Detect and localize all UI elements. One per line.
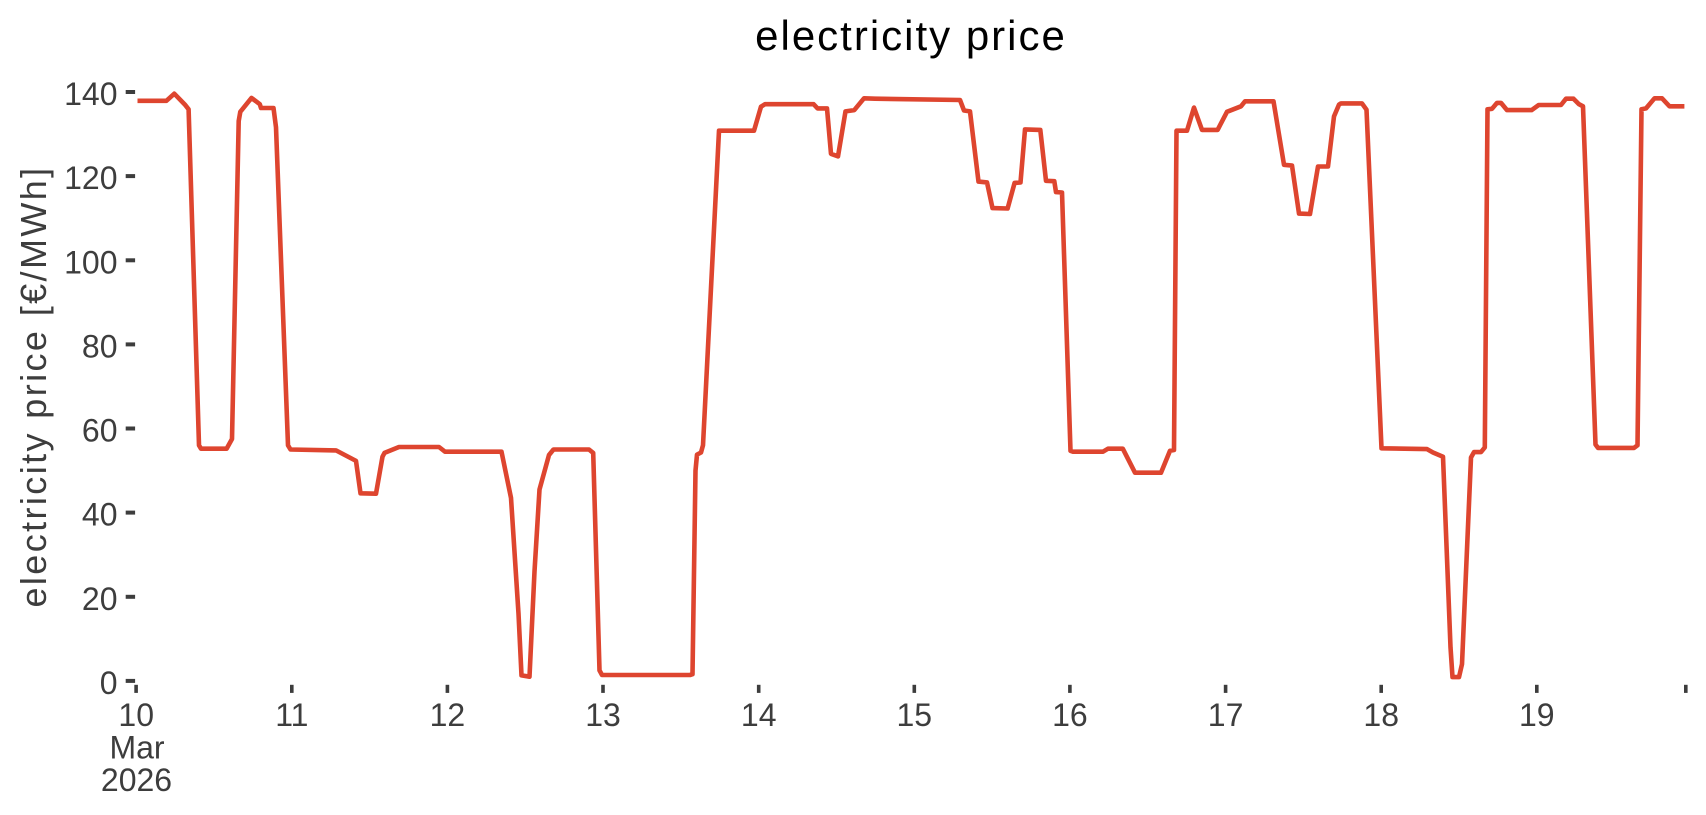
svg-text:10: 10: [118, 697, 154, 733]
svg-text:80: 80: [82, 328, 118, 364]
svg-text:40: 40: [82, 497, 118, 533]
svg-text:Mar: Mar: [109, 729, 164, 765]
svg-text:11: 11: [275, 697, 308, 733]
svg-text:140: 140: [64, 76, 117, 112]
svg-text:2026: 2026: [101, 762, 172, 798]
svg-text:18: 18: [1363, 697, 1399, 733]
svg-text:14: 14: [741, 697, 777, 733]
svg-text:19: 19: [1519, 697, 1555, 733]
svg-text:12: 12: [430, 697, 466, 733]
svg-text:20: 20: [82, 581, 118, 617]
svg-text:15: 15: [897, 697, 933, 733]
svg-text:120: 120: [64, 160, 117, 196]
svg-text:17: 17: [1208, 697, 1244, 733]
svg-text:100: 100: [64, 244, 117, 280]
svg-text:13: 13: [585, 697, 621, 733]
svg-text:16: 16: [1052, 697, 1088, 733]
svg-text:0: 0: [100, 665, 118, 701]
svg-text:electricity price: electricity price: [755, 12, 1067, 59]
svg-text:60: 60: [82, 413, 118, 449]
svg-text:electricity price [€/MWh]: electricity price [€/MWh]: [13, 165, 54, 607]
